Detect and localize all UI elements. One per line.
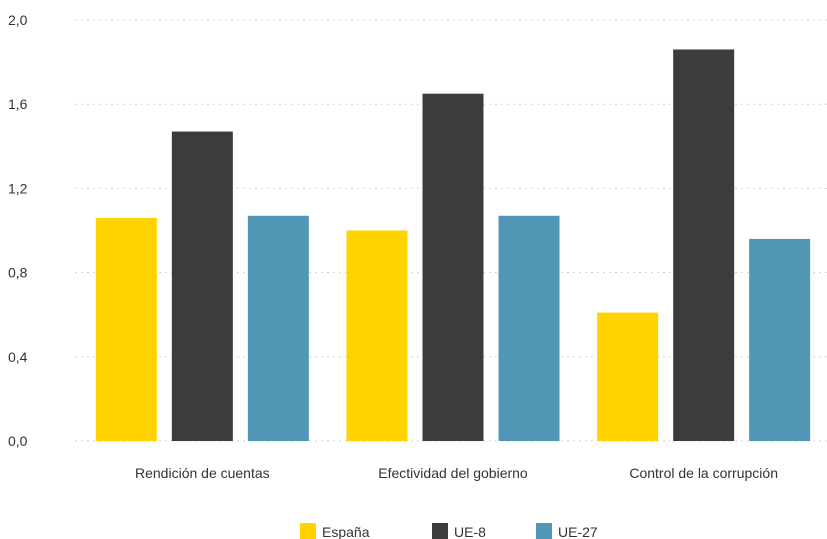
bars: [95, 49, 811, 442]
y-axis-ticks: 0,0 0,4 0,8 1,2 1,6 2,0: [8, 12, 28, 449]
legend-item-espa-a: España: [300, 523, 370, 539]
bar-ue-8-0: [171, 131, 233, 441]
bar-ue-27-1: [498, 215, 560, 441]
bar-ue-27-2: [749, 238, 811, 441]
legend-label: España: [322, 524, 370, 539]
bar-espa-a-0: [95, 217, 157, 441]
y-tick-label: 0,0: [8, 433, 28, 449]
x-category-label: Efectividad del gobierno: [378, 465, 528, 481]
bar-ue-8-1: [422, 93, 484, 442]
y-tick-label: 1,6: [8, 96, 28, 112]
legend-label: UE-8: [454, 524, 486, 539]
legend-swatch: [432, 523, 448, 539]
bar-ue-27-0: [247, 215, 309, 441]
x-category-label: Control de la corrupción: [629, 465, 778, 481]
y-tick-label: 1,2: [8, 180, 28, 196]
legend-swatch: [536, 523, 552, 539]
bar-espa-a-1: [346, 230, 408, 441]
y-tick-label: 2,0: [8, 12, 28, 28]
y-tick-label: 0,8: [8, 265, 28, 281]
legend-label: UE-27: [558, 524, 598, 539]
legend: España UE-8 UE-27: [300, 523, 598, 539]
bar-espa-a-2: [597, 312, 659, 441]
legend-swatch: [300, 523, 316, 539]
legend-item-ue-8: UE-8: [432, 523, 486, 539]
x-axis-categories: Rendición de cuentas Efectividad del gobi…: [135, 465, 778, 481]
legend-item-ue-27: UE-27: [536, 523, 598, 539]
bar-ue-8-2: [673, 49, 735, 441]
x-category-label: Rendición de cuentas: [135, 465, 270, 481]
y-tick-label: 0,4: [8, 349, 28, 365]
